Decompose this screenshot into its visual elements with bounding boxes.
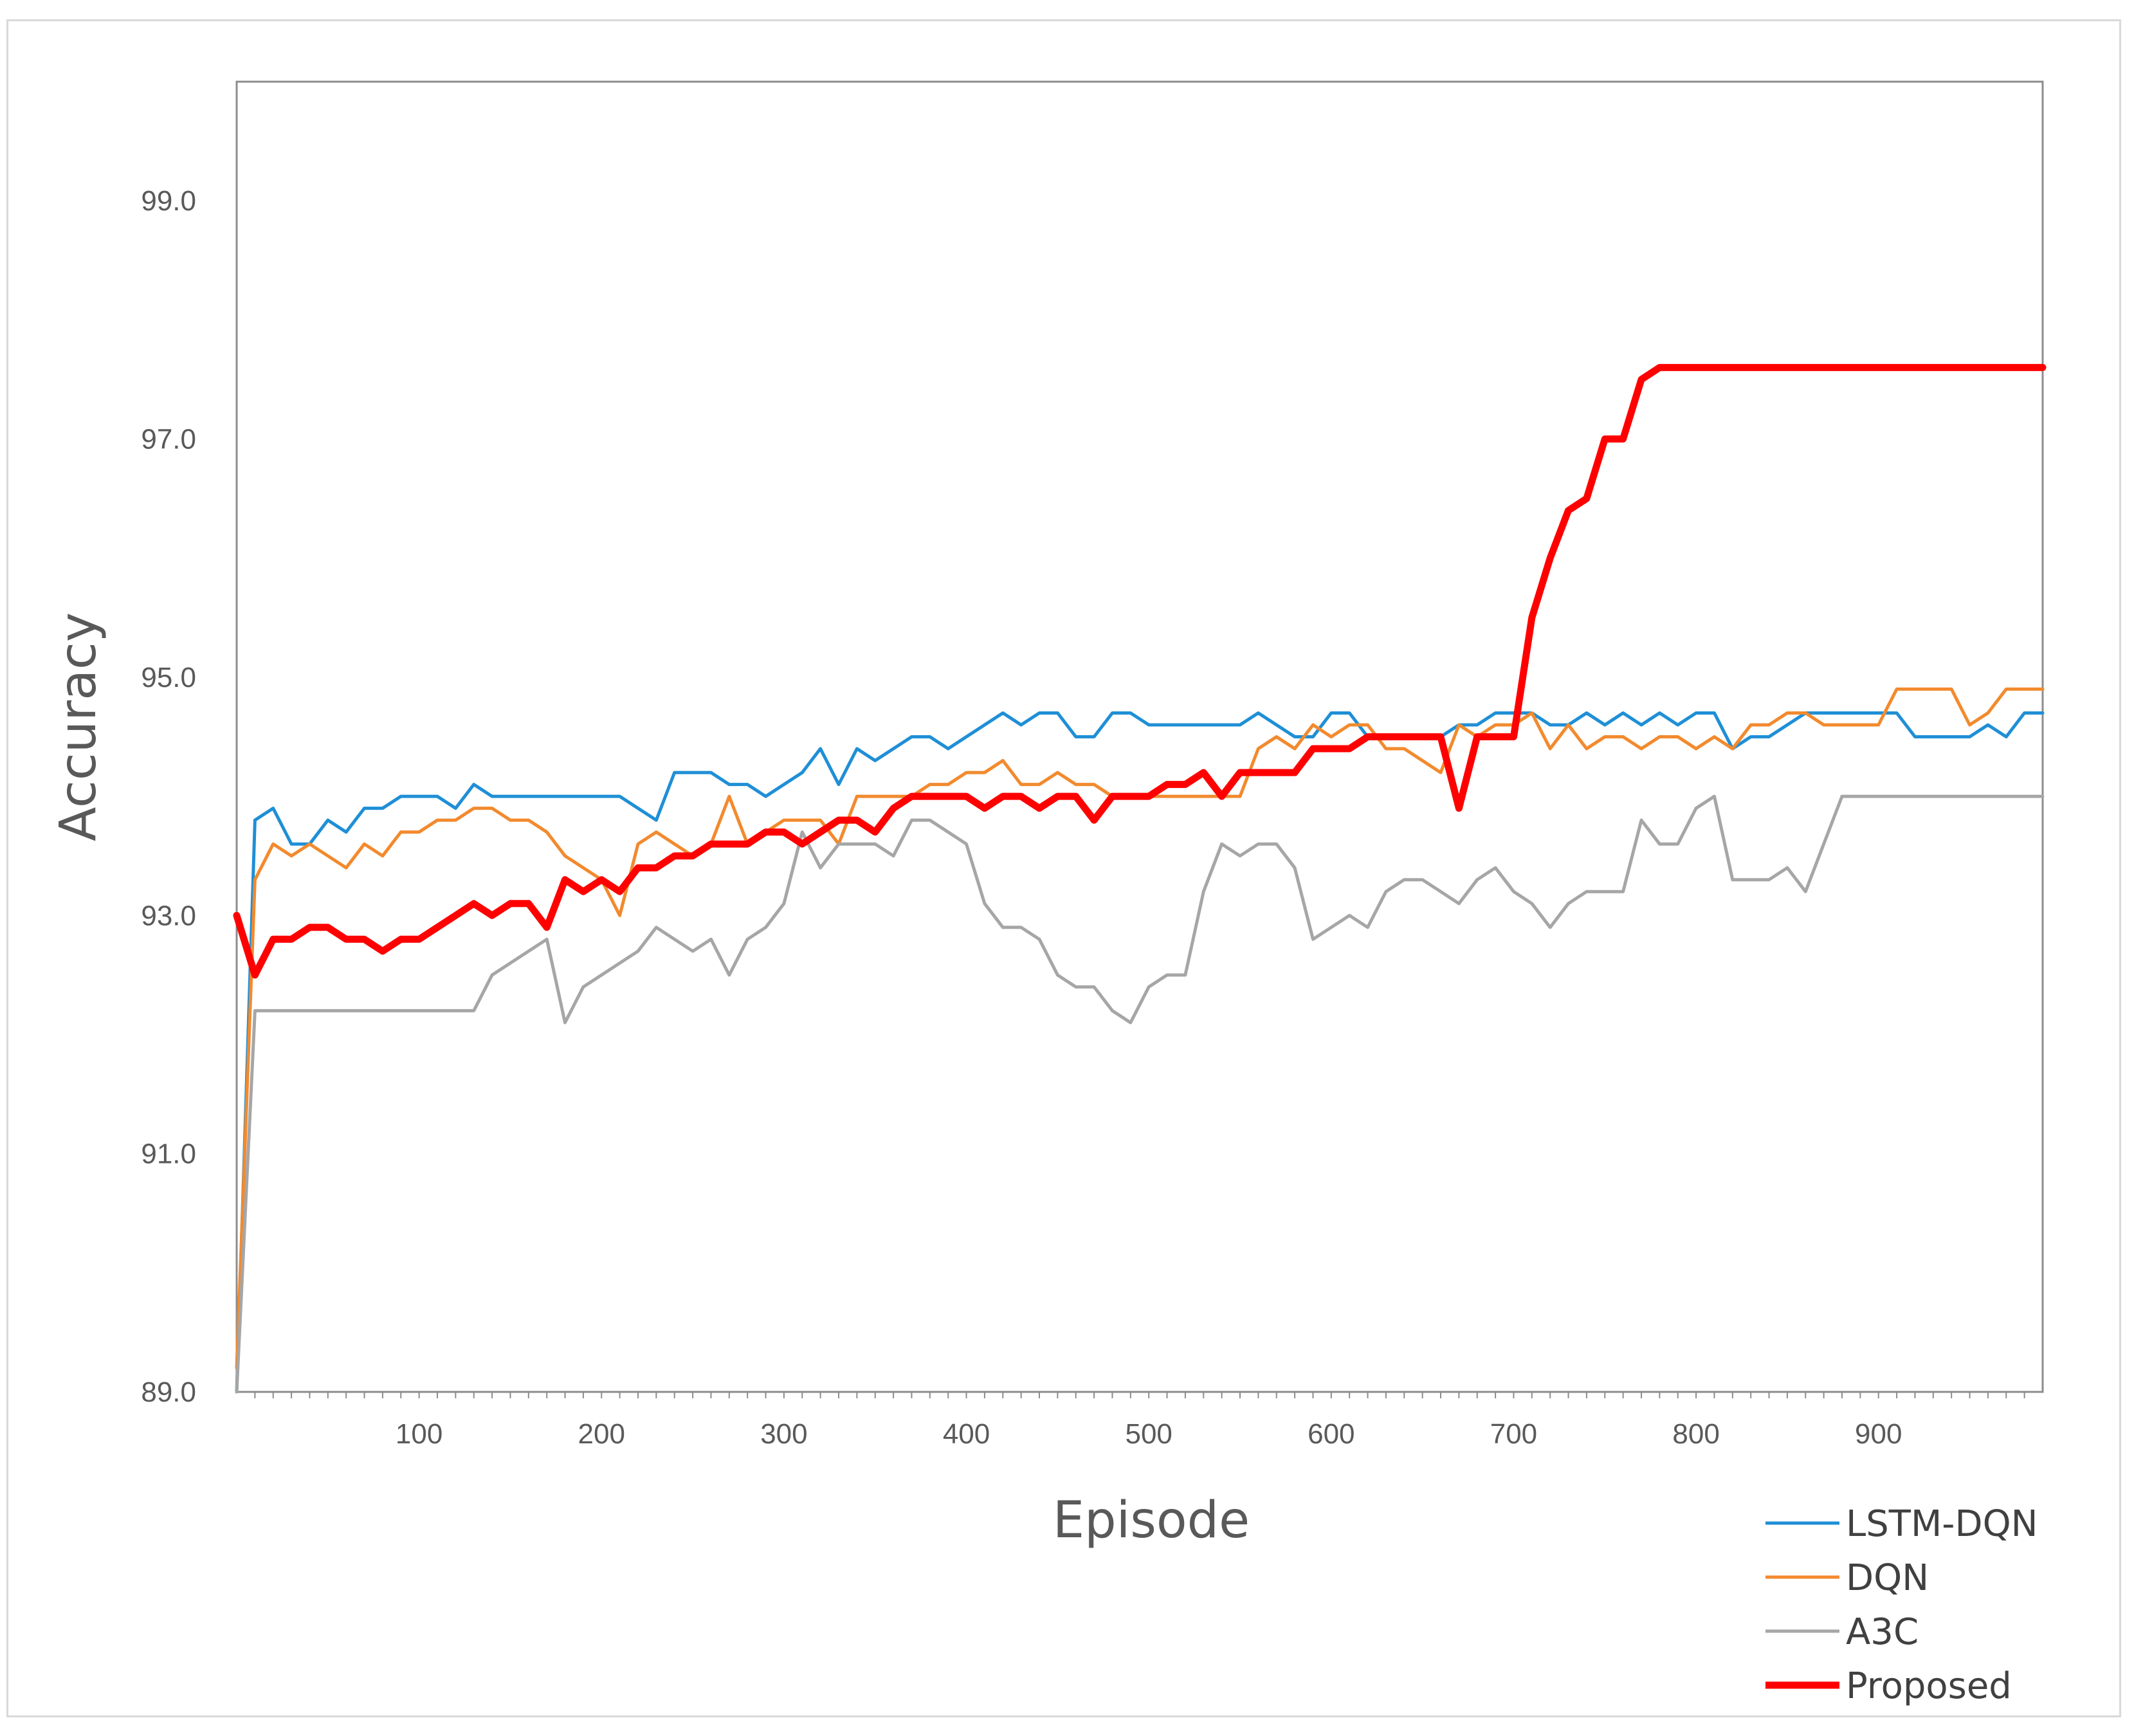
a3c-series-line — [235, 794, 2045, 1394]
x-tick-label: 900 — [1855, 1418, 1902, 1450]
y-axis-title: Accuracy — [50, 612, 107, 841]
x-tick-label: 800 — [1672, 1418, 1719, 1450]
x-tick-label: 400 — [943, 1418, 990, 1450]
x-tick-label: 700 — [1490, 1418, 1537, 1450]
legend-label-dqn: DQN — [1846, 1557, 1929, 1599]
x-tick-label: 600 — [1308, 1418, 1354, 1450]
x-tick-label: 200 — [578, 1418, 625, 1450]
legend-label-lstm-dqn: LSTM-DQN — [1846, 1503, 2038, 1545]
x-axis-ticks: 100 200 300 400 500 600 700 800 900 — [254, 1392, 2025, 1450]
y-axis-ticks: 89.0 91.0 93.0 95.0 97.0 99.0 — [141, 185, 196, 1408]
y-tick-label: 97.0 — [141, 424, 196, 455]
proposed-series-line — [233, 363, 2047, 979]
legend: LSTM-DQN DQN A3C Proposed — [1765, 1503, 2038, 1707]
y-tick-label: 95.0 — [141, 662, 196, 693]
y-tick-label: 89.0 — [141, 1376, 196, 1408]
y-tick-label: 91.0 — [141, 1138, 196, 1170]
x-axis-title: Episode — [1053, 1492, 1250, 1549]
figure-frame — [6, 19, 2121, 1717]
lstm-dqn-series-line — [235, 711, 2045, 1394]
series-layer — [233, 363, 2047, 1394]
dqn-series-line — [235, 687, 2045, 1370]
y-tick-label: 93.0 — [141, 900, 196, 931]
x-tick-label: 500 — [1125, 1418, 1172, 1450]
legend-label-a3c: A3C — [1846, 1611, 1919, 1653]
x-tick-label: 100 — [396, 1418, 442, 1450]
y-tick-label: 99.0 — [141, 185, 196, 217]
plot-area — [235, 80, 2044, 1393]
legend-label-proposed: Proposed — [1846, 1665, 2012, 1707]
x-tick-label: 300 — [760, 1418, 807, 1450]
